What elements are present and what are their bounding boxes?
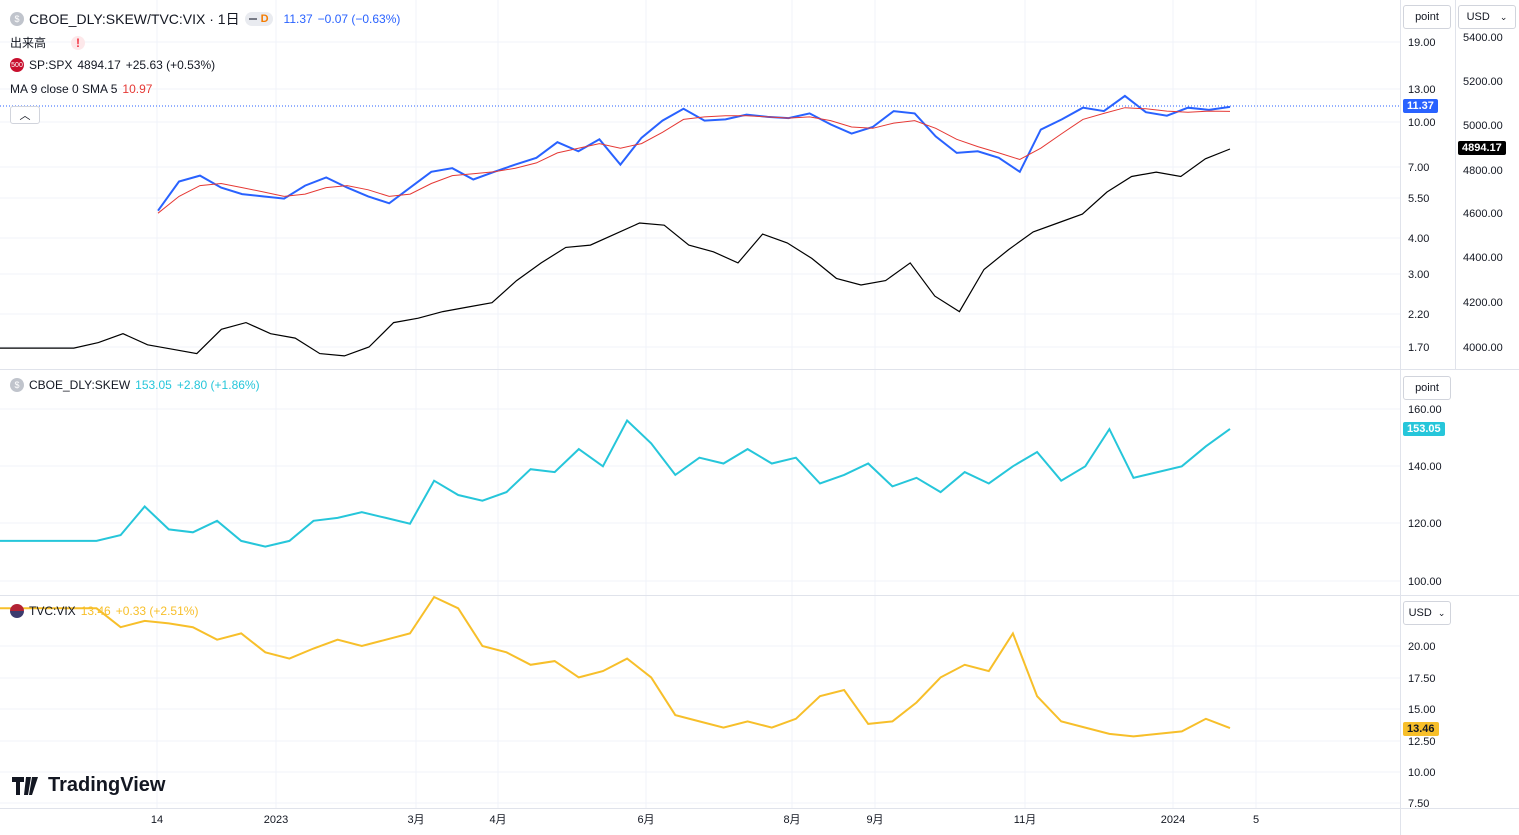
spx-axis-label: 5400.00: [1463, 32, 1503, 44]
skew-change: +2.80 (+1.86%): [176, 378, 260, 392]
main-last: 11.37: [283, 12, 313, 26]
vix-last: 13.46: [80, 604, 111, 618]
vix-axis-label: 15.00: [1408, 704, 1436, 716]
skew-axis-label: 100.00: [1408, 576, 1442, 588]
currency-label: USD: [1408, 607, 1432, 619]
skew-scale-unit-button[interactable]: point: [1403, 376, 1451, 400]
main-change: −0.07 (−0.63%): [317, 12, 401, 26]
volume-label[interactable]: 出来高: [10, 36, 47, 50]
x-tick-label: 4月: [489, 814, 506, 826]
volume-legend: 出来高 !: [10, 34, 86, 51]
ratio-axis-label: 13.00: [1408, 84, 1436, 96]
chevron-down-icon: ⌄: [1437, 607, 1446, 618]
compare-change: +25.63 (+0.53%): [125, 58, 216, 72]
x-tick-label: 11月: [1014, 814, 1036, 826]
main-legend: $ CBOE_DLY:SKEW/TVC:VIX · 1日 D 11.37 −0.…: [10, 9, 400, 29]
ratio-price-tag: 11.37: [1403, 99, 1438, 113]
us-flag-icon: [10, 604, 24, 618]
vix-axis-label: 10.00: [1408, 767, 1436, 779]
spx-axis-label: 5200.00: [1463, 76, 1503, 88]
series-line-spx: [0, 148, 1231, 357]
skew-price-tag: 153.05: [1403, 422, 1445, 436]
ratio-axis-label: 7.00: [1408, 162, 1429, 174]
dollar-icon: $: [10, 12, 24, 26]
currency-label: USD: [1466, 11, 1490, 23]
skew-axis-label: 160.00: [1408, 404, 1442, 416]
vix-change: +0.33 (+2.51%): [115, 604, 199, 618]
currency-button[interactable]: USD ⌄: [1458, 5, 1516, 29]
vix-axis-label: 17.50: [1408, 673, 1436, 685]
x-tick-label: 5: [1253, 814, 1259, 826]
series-line-vix: [0, 595, 1231, 738]
spx-axis-label: 4200.00: [1463, 297, 1503, 309]
ma-value: 10.97: [122, 82, 153, 96]
x-tick-label: 3月: [407, 814, 424, 826]
x-tick-label: 6月: [637, 814, 654, 826]
vix-axis-label: 12.50: [1408, 736, 1436, 748]
ratio-axis-label: 1.70: [1408, 342, 1429, 354]
skew-legend: $ CBOE_DLY:SKEW 153.05 +2.80 (+1.86%): [10, 378, 260, 392]
scale-unit-button[interactable]: point: [1403, 5, 1451, 29]
compare-last: 4894.17: [77, 58, 121, 72]
tradingview-logo-icon: [12, 776, 38, 795]
logo-text: TradingView: [48, 774, 166, 796]
main-symbol[interactable]: CBOE_DLY:SKEW/TVC:VIX · 1日: [29, 11, 240, 27]
warning-icon[interactable]: !: [71, 35, 86, 50]
dollar-icon: $: [10, 378, 24, 392]
chevron-up-icon: ︿: [19, 110, 31, 122]
ratio-axis-label: 5.50: [1408, 193, 1429, 205]
ratio-axis-label: 19.00: [1408, 37, 1436, 49]
skew-last: 153.05: [135, 378, 172, 392]
series-line-ma: [157, 107, 1231, 214]
interval-pill[interactable]: D: [244, 12, 273, 26]
x-tick-label: 2023: [264, 814, 288, 826]
minus-icon: [248, 18, 257, 20]
collapse-legend-button[interactable]: ︿: [10, 106, 40, 124]
ma-label[interactable]: MA 9 close 0 SMA 5: [10, 82, 118, 96]
sp500-icon: 500: [10, 58, 24, 72]
skew-axis-label: 140.00: [1408, 461, 1442, 473]
vix-axis-label: 20.00: [1408, 641, 1436, 653]
tradingview-logo[interactable]: TradingView: [12, 774, 165, 797]
grid-lines: [0, 0, 1400, 808]
spx-price-tag: 4894.17: [1458, 141, 1506, 155]
ratio-axis-label: 10.00: [1408, 117, 1436, 129]
ratio-axis-label: 2.20: [1408, 309, 1429, 321]
spx-axis-label: 5000.00: [1463, 120, 1503, 132]
x-tick-label: 8月: [783, 814, 800, 826]
compare-legend: 500 SP:SPX 4894.17 +25.63 (+0.53%): [10, 58, 215, 72]
interval-badge: D: [260, 13, 269, 25]
skew-symbol[interactable]: CBOE_DLY:SKEW: [29, 378, 131, 392]
x-tick-label: 2024: [1161, 814, 1185, 826]
vix-price-tag: 13.46: [1403, 722, 1439, 736]
skew-axis-label: 120.00: [1408, 518, 1442, 530]
vix-axis-label: 7.50: [1408, 798, 1429, 810]
spx-axis-label: 4600.00: [1463, 208, 1503, 220]
spx-axis-label: 4400.00: [1463, 252, 1503, 264]
vix-currency-button[interactable]: USD ⌄: [1403, 601, 1451, 625]
x-tick-label: 9月: [866, 814, 883, 826]
vix-legend: TVC:VIX 13.46 +0.33 (+2.51%): [10, 604, 198, 618]
chevron-down-icon: ⌄: [1499, 11, 1508, 22]
ratio-axis-label: 3.00: [1408, 269, 1429, 281]
series-line-skew: [0, 418, 1231, 548]
ma-legend: MA 9 close 0 SMA 5 10.97: [10, 82, 152, 96]
spx-axis-label: 4800.00: [1463, 165, 1503, 177]
x-tick-label: 14: [151, 814, 163, 826]
spx-axis-label: 4000.00: [1463, 342, 1503, 354]
ratio-axis-label: 4.00: [1408, 233, 1429, 245]
compare-symbol[interactable]: SP:SPX: [29, 58, 73, 72]
series-line-ratio: [157, 94, 1231, 212]
vix-symbol[interactable]: TVC:VIX: [29, 604, 76, 618]
